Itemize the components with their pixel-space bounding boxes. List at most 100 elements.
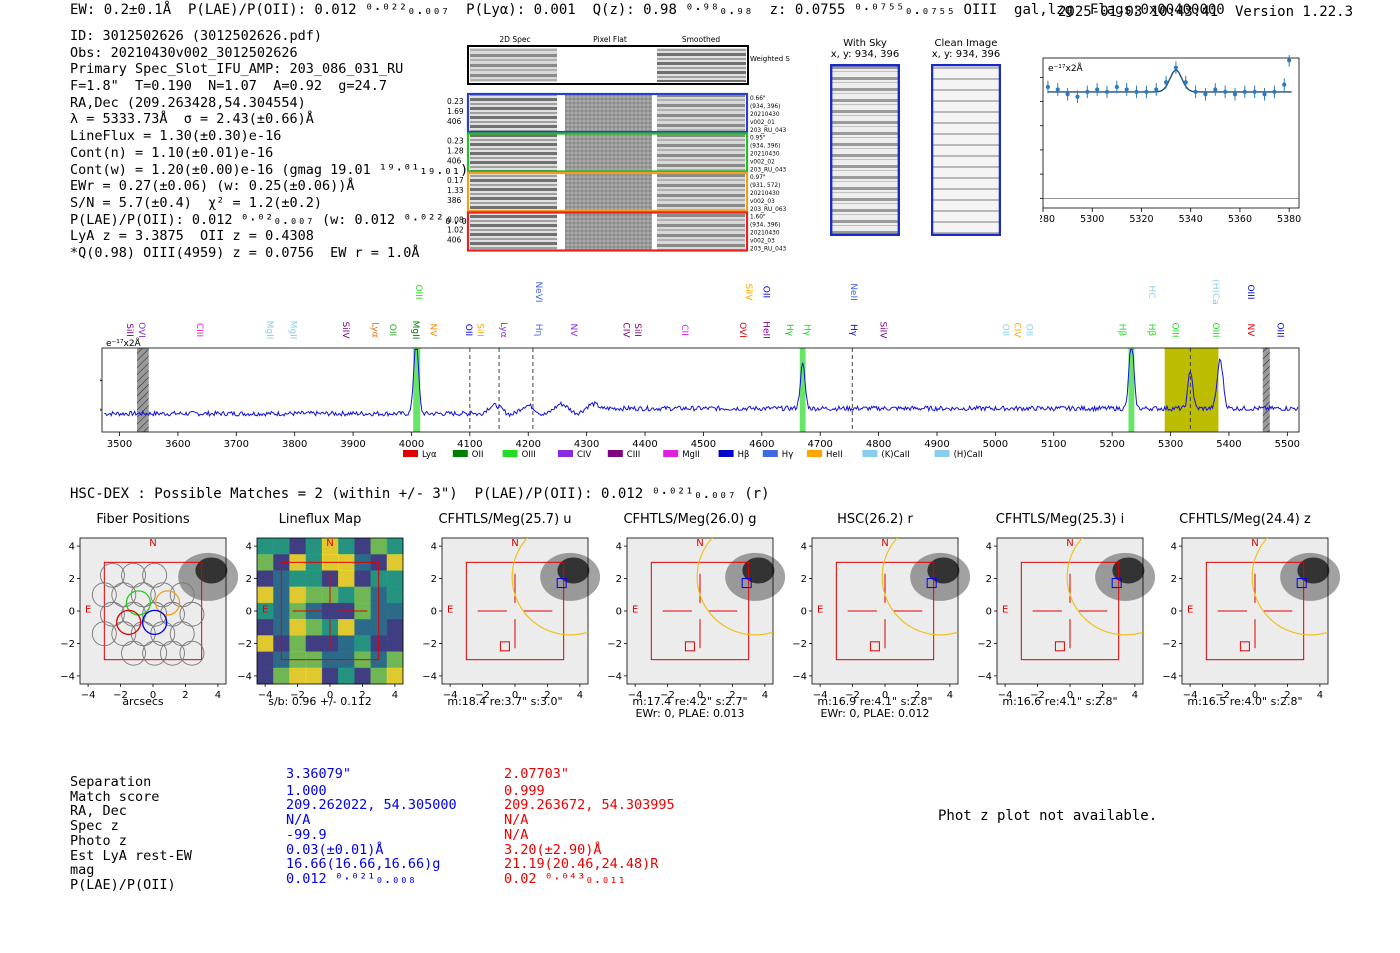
cutout-ytick-label: −2 [607, 639, 622, 650]
match-table: 3.36079" 2.07703" Separation Match score 1.0… [70, 766, 770, 906]
full-unit-label: e⁻¹⁷x2Å [106, 337, 142, 349]
emission-line-label: CIII [194, 323, 204, 337]
search-box [650, 561, 750, 661]
cutout-ytick-label: −4 [422, 671, 437, 682]
match-label: Separation [70, 774, 152, 790]
zoom-xtick-label: 5340 [1179, 214, 1203, 225]
weighted-smoothed [657, 48, 746, 82]
info-params: F=1.8" T=0.190 N=1.07 A=0.92 g=24.7 [70, 78, 387, 95]
legend-item: MgII [663, 450, 700, 460]
col-label-pixelflat: Pixel Flat [593, 35, 627, 44]
cutout-xtick-label: −2 [1030, 690, 1045, 701]
zoom-point [1242, 89, 1247, 94]
zoom-xtick-label: 5300 [1080, 214, 1104, 225]
spec2d-row-left-stat: 1.28 [447, 147, 464, 156]
line-window-band [1128, 348, 1135, 432]
match-col2-value: 0.02 ⁰·⁰⁴³₀.₀₁₁ [504, 870, 626, 887]
legend-label: Hβ [738, 450, 750, 460]
info-id: ID: 3012502626 (3012502626.pdf) [70, 28, 322, 44]
spec2d-row-right-meta: (934, 396) [750, 144, 780, 150]
spec2d-row-right-meta: 203_RU_043 [750, 247, 787, 253]
full-plot-frame [101, 347, 1300, 433]
match-col2-value: 21.19(20.46,24.48)R [504, 856, 659, 873]
cutout-ytick-label: 2 [986, 574, 992, 585]
spec2d-row-frame [466, 132, 749, 173]
spec2d-row-frame [466, 92, 749, 134]
cutout-ytick-label: 0 [246, 607, 252, 618]
cutout-ytick-label: −2 [60, 639, 75, 650]
galaxy-core [1297, 557, 1330, 584]
search-box [835, 561, 935, 661]
cutout-ytick-label: −2 [422, 639, 437, 650]
full-xtick-label: 4400 [632, 439, 657, 450]
match-col1-value: N/A [286, 812, 311, 829]
cutout-ytick-label: −2 [1162, 639, 1177, 650]
lineflux-cell [354, 586, 372, 604]
match-box-red [1054, 641, 1065, 652]
match-col2-value: 209.263672, 54.303995 [504, 797, 675, 814]
legend-item: Lyα [403, 450, 437, 460]
match-col2-value: N/A [504, 812, 529, 829]
zoom-point [1114, 84, 1119, 90]
fiber-circle [160, 640, 185, 666]
emission-line-label: NeVI [533, 281, 543, 302]
cutout-xtick-label: 4 [762, 690, 768, 701]
lineflux-cell [289, 667, 307, 685]
cutout-ytick-label: 0 [69, 607, 75, 618]
emission-line-label: CIV [1012, 322, 1022, 338]
emission-line-label: OII [1000, 324, 1010, 336]
spec2d-row-smoothed [657, 133, 745, 172]
emission-line-label: NeII [848, 283, 858, 301]
lineflux-cell [354, 538, 372, 555]
cutout-xtick-label: 0 [327, 690, 333, 701]
match-box-red [684, 641, 695, 652]
spec2d-row-right-meta: v002_03 [750, 239, 775, 245]
col-label-2dspec: 2D Spec [499, 35, 530, 44]
masked-band [137, 348, 149, 432]
emission-line-label: OIII [413, 284, 423, 299]
legend-swatch [718, 450, 734, 457]
masked-band [1262, 348, 1270, 432]
spec2d-row-left-stat: 0.17 [447, 176, 464, 185]
lineflux-cell [370, 667, 388, 685]
with-sky-title: With Sky [843, 38, 887, 49]
zoom-window-band [1164, 348, 1219, 432]
clean-image [931, 64, 1001, 236]
cutout-ytick-label: 0 [1171, 607, 1177, 618]
spec2d-row-left-stat: 0.08 [447, 216, 464, 225]
match-label: mag [70, 862, 95, 879]
lineflux-cell [257, 538, 274, 555]
east-label: E [817, 605, 823, 616]
emission-line-label: OVI [136, 322, 146, 338]
match-col1-value: 0.03(±0.01)Å [286, 841, 384, 858]
lineflux-cell [257, 570, 274, 588]
cutout-ytick-label: −4 [792, 671, 807, 682]
cutout-panel: CFHTLS/Meg(25.3) i N E 4 2 0 −2 −4 −4 −2 0 2 4 m:16.6… [965, 510, 1155, 720]
zoom-point [1262, 92, 1267, 97]
timestamp-version: 2025-01-03 10:43:41 Version 1.22.3 [1058, 4, 1354, 20]
info-quality: *Q(0.98) OIII(4959) z = 0.0756 EW r = 1.… [70, 244, 420, 261]
spec2d-row-left-stat: 0.23 [447, 97, 464, 106]
zoom-point [1075, 94, 1080, 99]
cutout-xtick-label: −2 [845, 690, 860, 701]
cutout-title: Lineflux Map [278, 512, 362, 527]
emission-line-label: Hβ [1146, 324, 1156, 337]
spec2d-row-right-meta: 20210430 [750, 191, 780, 197]
cutout-xtick-label: 4 [1132, 690, 1138, 701]
galaxy-core [1112, 557, 1145, 584]
emission-line-label: NV [1245, 324, 1255, 338]
emission-line-label: Hγ [848, 324, 858, 337]
legend-label: Lyα [422, 450, 437, 460]
full-ytick-label: 20 [100, 405, 101, 416]
fiber-circle [142, 640, 168, 666]
cutout-ytick-label: 2 [69, 574, 75, 585]
spec2d-row-flat [565, 212, 652, 251]
emission-line-label: OIII [1274, 322, 1284, 337]
weighted-label: Weighted Sum [750, 55, 790, 63]
line-window-band [413, 348, 421, 432]
emission-line-label: OVI [737, 322, 747, 338]
legend-label: (K)CaII [881, 450, 909, 460]
zoom-point [1055, 87, 1060, 92]
cutout-xtick-label: 4 [1317, 690, 1323, 701]
